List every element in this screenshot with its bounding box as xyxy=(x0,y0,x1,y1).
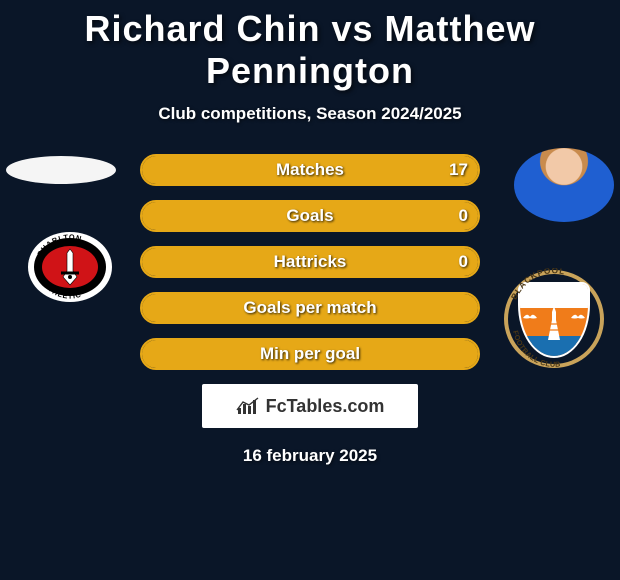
player-left-photo xyxy=(6,156,116,184)
stat-row: Matches17 xyxy=(140,154,480,186)
stat-value-right: 17 xyxy=(449,154,468,186)
stat-bar xyxy=(140,338,480,370)
stat-bar xyxy=(140,154,480,186)
stat-value-right: 0 xyxy=(459,200,468,232)
seagull-right-icon xyxy=(570,310,586,326)
charlton-athletic-badge: CHARLTON ATHLETIC xyxy=(20,224,120,310)
stat-value-right: 0 xyxy=(459,246,468,278)
sword-icon xyxy=(53,247,87,287)
stat-bar xyxy=(140,246,480,278)
stat-row: Goals per match xyxy=(140,292,480,324)
blackpool-badge: BLACKPOOL FOOTBALL CLUB xyxy=(504,270,604,356)
stat-row: Min per goal xyxy=(140,338,480,370)
stat-bar xyxy=(140,292,480,324)
tower-icon xyxy=(544,306,564,340)
stat-fill-right xyxy=(142,156,478,184)
stat-bar xyxy=(140,200,480,232)
bar-chart-icon xyxy=(236,396,260,416)
fctables-branding[interactable]: FcTables.com xyxy=(202,384,418,428)
stat-row: Goals0 xyxy=(140,200,480,232)
stat-fill-right xyxy=(142,202,478,230)
page-title: Richard Chin vs Matthew Pennington xyxy=(0,0,620,92)
season-subtitle: Club competitions, Season 2024/2025 xyxy=(0,104,620,124)
stat-row: Hattricks0 xyxy=(140,246,480,278)
comparison-panel: CHARLTON ATHLETIC xyxy=(0,154,620,466)
stat-fill-right xyxy=(142,294,478,322)
branding-text: FcTables.com xyxy=(266,396,385,417)
player-right-photo xyxy=(514,148,614,222)
seagull-left-icon xyxy=(522,310,538,326)
stat-fill-right xyxy=(142,248,478,276)
stat-fill-right xyxy=(142,340,478,368)
snapshot-date: 16 february 2025 xyxy=(0,446,620,466)
